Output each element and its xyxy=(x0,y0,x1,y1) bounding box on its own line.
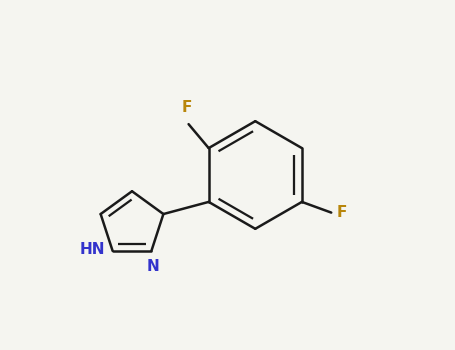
Text: N: N xyxy=(147,259,160,274)
Text: F: F xyxy=(336,205,347,220)
Text: HN: HN xyxy=(80,242,105,257)
Text: F: F xyxy=(182,100,192,116)
